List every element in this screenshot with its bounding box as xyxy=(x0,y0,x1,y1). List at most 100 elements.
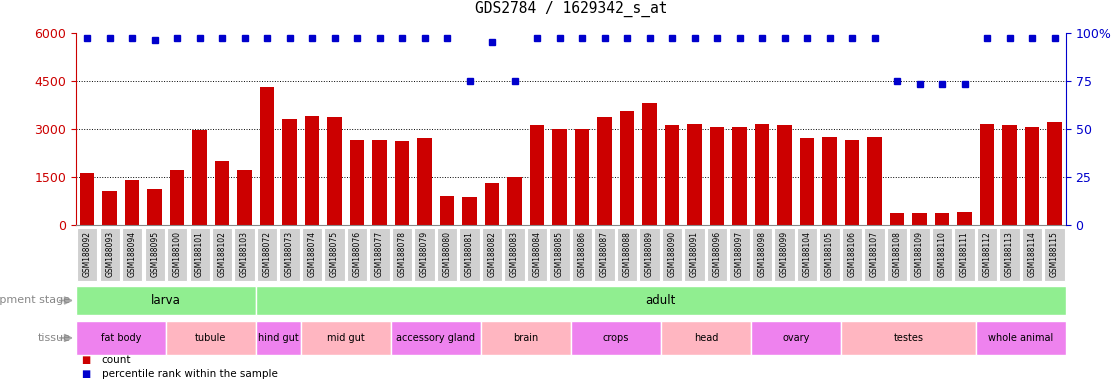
FancyBboxPatch shape xyxy=(414,228,435,281)
Text: development stage: development stage xyxy=(0,295,70,306)
Bar xyxy=(754,124,769,225)
Text: ovary: ovary xyxy=(782,333,809,343)
Text: GSM188076: GSM188076 xyxy=(353,231,362,278)
Text: GSM188098: GSM188098 xyxy=(758,232,767,277)
Text: GSM188115: GSM188115 xyxy=(1050,232,1059,277)
Bar xyxy=(301,321,391,355)
Text: larva: larva xyxy=(151,294,181,307)
FancyBboxPatch shape xyxy=(910,228,930,281)
Text: GSM188088: GSM188088 xyxy=(623,232,632,277)
Bar xyxy=(1002,126,1017,225)
Bar xyxy=(282,119,297,225)
Bar xyxy=(552,129,567,225)
FancyBboxPatch shape xyxy=(752,228,772,281)
Bar xyxy=(391,321,481,355)
Text: GSM188078: GSM188078 xyxy=(397,232,406,277)
FancyBboxPatch shape xyxy=(212,228,232,281)
Text: GSM188079: GSM188079 xyxy=(420,231,429,278)
Text: GSM188097: GSM188097 xyxy=(735,231,744,278)
Bar xyxy=(170,170,184,225)
Bar xyxy=(192,130,206,225)
Text: tubule: tubule xyxy=(195,333,227,343)
Text: GSM188099: GSM188099 xyxy=(780,231,789,278)
Text: GSM188085: GSM188085 xyxy=(555,232,564,277)
Text: GSM188106: GSM188106 xyxy=(847,232,857,277)
Text: GSM188105: GSM188105 xyxy=(825,232,834,277)
Bar xyxy=(147,189,162,225)
Bar xyxy=(256,321,301,355)
Bar xyxy=(958,212,972,225)
Text: mid gut: mid gut xyxy=(327,333,365,343)
Bar xyxy=(103,191,117,225)
FancyBboxPatch shape xyxy=(639,228,660,281)
Text: GSM188110: GSM188110 xyxy=(937,232,946,277)
FancyBboxPatch shape xyxy=(954,228,974,281)
Text: GSM188073: GSM188073 xyxy=(285,231,295,278)
Bar xyxy=(417,138,432,225)
Bar xyxy=(867,137,882,225)
Bar xyxy=(732,127,747,225)
FancyBboxPatch shape xyxy=(144,228,165,281)
Bar xyxy=(327,118,341,225)
Bar xyxy=(481,321,570,355)
FancyBboxPatch shape xyxy=(841,228,863,281)
Text: GSM188090: GSM188090 xyxy=(667,231,676,278)
Bar xyxy=(508,177,522,225)
Text: ■: ■ xyxy=(81,355,90,365)
FancyBboxPatch shape xyxy=(730,228,750,281)
Bar xyxy=(822,137,837,225)
Bar xyxy=(777,126,792,225)
Bar xyxy=(643,103,657,225)
Bar xyxy=(214,161,230,225)
Text: GSM188089: GSM188089 xyxy=(645,232,654,277)
FancyBboxPatch shape xyxy=(460,228,480,281)
Text: GSM188111: GSM188111 xyxy=(960,232,969,277)
Bar xyxy=(80,174,95,225)
Bar xyxy=(710,127,724,225)
FancyBboxPatch shape xyxy=(257,228,277,281)
Text: GSM188095: GSM188095 xyxy=(151,231,160,278)
Bar xyxy=(800,138,815,225)
Bar xyxy=(76,286,256,315)
Text: fat body: fat body xyxy=(100,333,141,343)
Text: GSM188081: GSM188081 xyxy=(465,232,474,277)
FancyBboxPatch shape xyxy=(234,228,254,281)
Text: GSM188101: GSM188101 xyxy=(195,232,204,277)
Text: GSM188113: GSM188113 xyxy=(1006,232,1014,277)
Text: GSM188107: GSM188107 xyxy=(870,232,879,277)
Text: testes: testes xyxy=(893,333,923,343)
FancyBboxPatch shape xyxy=(775,228,795,281)
FancyBboxPatch shape xyxy=(976,228,998,281)
FancyBboxPatch shape xyxy=(549,228,569,281)
Bar xyxy=(1024,127,1039,225)
Bar xyxy=(665,126,680,225)
FancyBboxPatch shape xyxy=(595,228,615,281)
Bar xyxy=(751,321,840,355)
FancyBboxPatch shape xyxy=(392,228,412,281)
Text: GDS2784 / 1629342_s_at: GDS2784 / 1629342_s_at xyxy=(474,1,667,17)
Text: GSM188077: GSM188077 xyxy=(375,231,384,278)
Text: GSM188100: GSM188100 xyxy=(173,232,182,277)
Bar xyxy=(260,87,275,225)
Bar xyxy=(1047,122,1061,225)
Bar xyxy=(661,321,751,355)
Bar xyxy=(440,196,454,225)
FancyBboxPatch shape xyxy=(190,228,210,281)
Text: count: count xyxy=(102,355,131,365)
Text: hind gut: hind gut xyxy=(258,333,299,343)
FancyBboxPatch shape xyxy=(99,228,119,281)
Bar xyxy=(975,321,1066,355)
Bar xyxy=(256,286,1066,315)
FancyBboxPatch shape xyxy=(504,228,525,281)
FancyBboxPatch shape xyxy=(527,228,547,281)
Text: GSM188086: GSM188086 xyxy=(578,232,587,277)
FancyBboxPatch shape xyxy=(1045,228,1065,281)
FancyBboxPatch shape xyxy=(167,228,187,281)
FancyBboxPatch shape xyxy=(932,228,952,281)
Bar xyxy=(597,118,612,225)
FancyBboxPatch shape xyxy=(617,228,637,281)
Text: GSM188091: GSM188091 xyxy=(690,232,699,277)
Text: head: head xyxy=(694,333,718,343)
Text: GSM188084: GSM188084 xyxy=(532,232,541,277)
Text: GSM188114: GSM188114 xyxy=(1028,232,1037,277)
